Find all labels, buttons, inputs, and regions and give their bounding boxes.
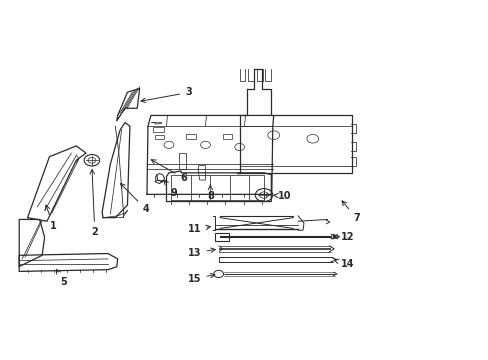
Text: 10: 10	[273, 191, 290, 201]
Text: 7: 7	[342, 201, 359, 223]
Bar	[153, 127, 163, 132]
Bar	[215, 233, 228, 240]
Text: 11: 11	[188, 225, 210, 234]
Text: 6: 6	[151, 160, 186, 183]
Text: 3: 3	[141, 87, 191, 103]
Text: 12: 12	[333, 232, 353, 242]
Text: 9: 9	[163, 180, 177, 198]
Text: 14: 14	[334, 259, 353, 269]
Text: 13: 13	[188, 248, 215, 258]
Text: 5: 5	[56, 269, 67, 287]
Text: 4: 4	[120, 184, 149, 215]
Text: 2: 2	[90, 170, 98, 237]
Text: 1: 1	[45, 205, 57, 230]
Text: 15: 15	[188, 273, 214, 284]
Text: 8: 8	[206, 185, 213, 201]
Bar	[185, 134, 195, 139]
Bar	[155, 135, 163, 139]
Bar	[222, 134, 232, 139]
